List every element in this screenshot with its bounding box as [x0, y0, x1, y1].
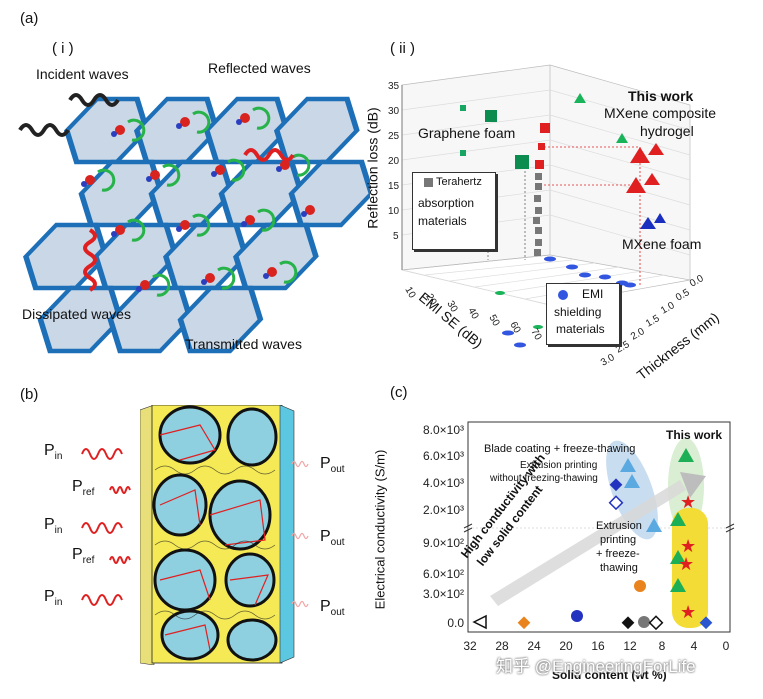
emi-label-1: EMI	[582, 287, 604, 301]
p-ref-label-1: Pref	[72, 478, 95, 499]
hydrogel-cross-section	[140, 405, 295, 665]
p-out-label-1: Pout	[320, 455, 345, 476]
mxene-hydrogel-label-1: MXene composite	[604, 105, 717, 121]
x-tick: 24	[527, 639, 541, 653]
y-tick: 6.0×10²	[423, 567, 464, 581]
transmitted-waves-label: Transmitted waves	[185, 336, 302, 352]
extrusion-ft-label-2: printing	[600, 534, 637, 546]
mxene-foam-label: MXene foam	[622, 236, 702, 252]
x-tick: 8	[659, 639, 666, 653]
blade-coating-label: Blade coating + freeze-thawing	[484, 443, 636, 455]
x-tick: 32	[463, 639, 477, 653]
x-tick: 20	[423, 292, 438, 308]
reflected-waves-label: Reflected waves	[208, 60, 311, 76]
x-tick: 28	[495, 639, 509, 653]
z-tick: 30	[388, 106, 400, 117]
x-tick: 30	[444, 299, 459, 315]
emi-label-3: materials	[556, 322, 605, 336]
panel-a-label: (a)	[20, 10, 39, 27]
y-tick: 3.0	[599, 352, 617, 369]
x-axis-ticks: 10 20 30 40 50 60 70	[402, 285, 543, 343]
y-tick: 3.0×10²	[423, 587, 464, 601]
y-tick: 2.0×10³	[423, 503, 464, 517]
extrusion-ft-label-4: thawing	[600, 562, 638, 574]
extrusion-no-ft-label-2: without freezing-thawing	[490, 473, 598, 484]
panel-a-ii-label: ( ii )	[390, 40, 415, 57]
panel-a-i-label: ( i )	[52, 40, 74, 57]
panel-c-label: (c)	[390, 384, 408, 401]
conductivity-chart: ★ ★ ★ ★ 8.0×10³ 6.0×10³ 4.0×10³ 2.0×10³ …	[423, 421, 735, 653]
svg-text:★: ★	[678, 554, 694, 574]
svg-text:★: ★	[680, 602, 696, 622]
y-tick: 9.0×10²	[423, 536, 464, 550]
terahertz-label-2: absorption	[418, 196, 475, 210]
x-tick: 50	[486, 313, 501, 329]
x-tick: 0	[723, 639, 730, 653]
x-tick: 4	[691, 639, 698, 653]
terahertz-label-3: materials	[418, 214, 467, 228]
z-tick: 10	[388, 206, 400, 217]
incident-waves-label: Incident waves	[36, 66, 129, 82]
p-out-label-2: Pout	[320, 528, 345, 549]
z-tick: 35	[388, 81, 400, 92]
p-in-label-3: Pin	[44, 588, 63, 609]
this-work-3d-label: This work	[628, 88, 694, 104]
dissipated-waves-label: Dissipated waves	[22, 306, 131, 322]
gray-square-marker	[424, 178, 433, 187]
svg-text:★: ★	[680, 536, 696, 556]
y-tick: 0.5	[674, 287, 692, 304]
y-tick: 2.0	[629, 326, 647, 343]
y-tick: 0.0	[447, 616, 464, 630]
this-work-label: This work	[666, 428, 723, 442]
p-in-label-2: Pin	[44, 516, 63, 537]
emi-label-2: shielding	[554, 305, 602, 319]
x-tick: 10	[402, 285, 417, 301]
y-tick: 6.0×10³	[423, 449, 464, 463]
honeycomb-illustration	[18, 93, 370, 354]
graphene-foam-label: Graphene foam	[418, 125, 516, 141]
z-tick: 25	[388, 131, 400, 142]
x-tick: 16	[591, 639, 605, 653]
x-tick: 60	[507, 320, 522, 336]
extrusion-ft-label-3: + freeze-	[596, 548, 640, 560]
watermark: 知乎 @EngineeringForLife	[496, 657, 696, 676]
p-in-label-1: Pin	[44, 442, 63, 463]
terahertz-label-1: Terahertz	[436, 176, 482, 188]
y-tick: 1.0	[659, 300, 677, 317]
z-tick: 20	[388, 156, 400, 167]
extrusion-no-ft-label-1: Extrusion printing	[520, 460, 598, 471]
x-tick: 70	[528, 327, 543, 343]
x-tick: 12	[623, 639, 637, 653]
y-tick: 8.0×10³	[423, 423, 464, 437]
z-tick: 5	[393, 231, 399, 242]
mxene-hydrogel-label-2: hydrogel	[640, 123, 694, 139]
p-out-label-3: Pout	[320, 598, 345, 619]
z-axis-ticks: 35 30 25 20 15 10 5	[388, 81, 400, 242]
x-tick: 40	[465, 306, 480, 322]
y-tick: 0.0	[688, 273, 706, 290]
y-tick: 1.5	[644, 313, 662, 330]
panel-b-label: (b)	[20, 386, 39, 403]
y-axis-ticks: 0.0 0.5 1.0 1.5 2.0 2.5 3.0	[599, 273, 706, 369]
power-waves	[81, 448, 309, 608]
blue-circle-marker	[558, 290, 568, 300]
p-ref-label-2: Pref	[72, 546, 95, 567]
solid-content-axis-label: Solid content (wt %)	[552, 668, 667, 682]
y-tick: 4.0×10³	[423, 476, 464, 490]
conductivity-axis-label: Electrical conductivity (S/m)	[372, 449, 388, 610]
extrusion-ft-label-1: Extrusion	[596, 520, 642, 532]
x-tick: 20	[559, 639, 573, 653]
z-tick: 15	[388, 181, 400, 192]
svg-text:★: ★	[680, 492, 696, 512]
reflection-loss-axis-label: Reflection loss (dB)	[364, 107, 381, 229]
